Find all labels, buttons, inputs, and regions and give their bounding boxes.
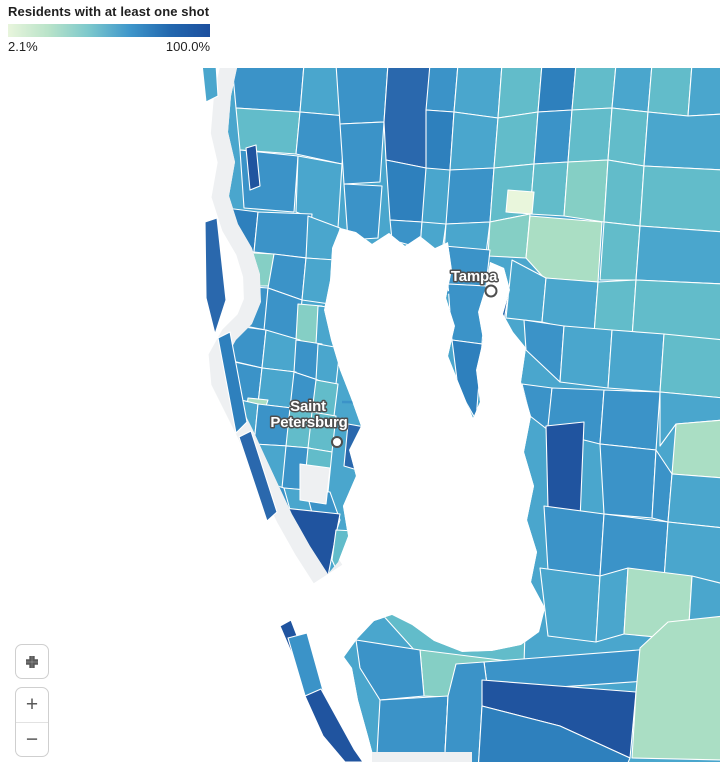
- census-tract[interactable]: [607, 329, 665, 393]
- census-tract[interactable]: [529, 161, 569, 217]
- census-tract[interactable]: [631, 279, 720, 341]
- census-tract[interactable]: [477, 705, 631, 770]
- legend-max-label: 100.0%: [165, 39, 210, 54]
- census-tract[interactable]: [425, 109, 455, 171]
- census-tract[interactable]: [497, 64, 543, 119]
- saint-petersburg-city-label: Saint Petersburg: [270, 398, 347, 431]
- census-tract[interactable]: [449, 111, 499, 171]
- barrier-island-tract[interactable]: [204, 217, 227, 335]
- census-tract[interactable]: [339, 121, 385, 185]
- zoom-out-button[interactable]: −: [25, 727, 39, 751]
- census-tract[interactable]: [667, 473, 720, 529]
- census-tract[interactable]: [493, 111, 539, 169]
- census-tract[interactable]: [385, 159, 427, 223]
- legend: Residents with at least one shot 2.1% 10…: [8, 4, 218, 54]
- census-tract[interactable]: [643, 111, 720, 171]
- census-tract[interactable]: [671, 419, 720, 479]
- causeway-bridge: [333, 290, 453, 308]
- census-tract[interactable]: [559, 325, 613, 389]
- census-tract[interactable]: [389, 219, 423, 249]
- census-tract[interactable]: [647, 64, 693, 117]
- census-tract[interactable]: [343, 183, 383, 241]
- census-tract[interactable]: [453, 64, 503, 119]
- offshore-shallow-water: [372, 752, 472, 762]
- census-tract[interactable]: [539, 567, 601, 643]
- census-tract[interactable]: [299, 463, 331, 505]
- census-tract[interactable]: [659, 333, 720, 399]
- legend-gradient-bar: [8, 24, 210, 37]
- census-tract[interactable]: [235, 107, 301, 155]
- census-tract[interactable]: [451, 339, 483, 421]
- census-tract[interactable]: [631, 615, 720, 761]
- barrier-island-tract[interactable]: [238, 430, 278, 522]
- census-tract[interactable]: [663, 521, 720, 585]
- census-tract[interactable]: [595, 567, 629, 643]
- census-tract[interactable]: [301, 257, 337, 305]
- barrier-islands: [201, 64, 364, 762]
- census-tract[interactable]: [563, 159, 609, 223]
- census-tract[interactable]: [419, 221, 447, 253]
- census-tract[interactable]: [383, 64, 431, 169]
- legend-title: Residents with at least one shot: [8, 4, 210, 19]
- census-tract[interactable]: [603, 159, 645, 227]
- census-tract[interactable]: [599, 389, 661, 451]
- census-tract[interactable]: [335, 64, 389, 125]
- census-tract[interactable]: [611, 64, 653, 113]
- zoom-in-button[interactable]: +: [25, 693, 39, 717]
- census-tract[interactable]: [537, 64, 577, 113]
- census-tract[interactable]: [447, 283, 487, 345]
- census-tract[interactable]: [567, 107, 613, 163]
- census-tract[interactable]: [533, 109, 573, 165]
- census-tract[interactable]: [599, 443, 657, 519]
- census-tract[interactable]: [639, 165, 720, 233]
- census-tract[interactable]: [231, 64, 305, 113]
- census-tract[interactable]: [315, 305, 341, 349]
- census-tract[interactable]: [505, 189, 535, 215]
- census-tract[interactable]: [343, 423, 371, 473]
- census-tract[interactable]: [571, 64, 617, 111]
- census-tract[interactable]: [355, 639, 425, 701]
- causeway-bridge: [341, 400, 467, 406]
- expand-collapse-icon: [26, 655, 38, 668]
- census-tract[interactable]: [253, 211, 313, 259]
- census-tract[interactable]: [599, 221, 641, 281]
- census-tract[interactable]: [687, 64, 720, 117]
- tampa-city-label: Tampa: [451, 268, 498, 285]
- saint-petersburg-city-marker: [331, 436, 343, 448]
- census-tract[interactable]: [315, 343, 341, 385]
- barrier-island-tract[interactable]: [304, 688, 364, 762]
- census-tract[interactable]: [543, 505, 605, 577]
- zoom-control: + −: [15, 687, 49, 757]
- census-tract[interactable]: [445, 167, 495, 225]
- barrier-island-tract[interactable]: [217, 331, 248, 434]
- zoom-control-divider: [16, 721, 48, 723]
- census-tract[interactable]: [607, 107, 649, 167]
- census-tract[interactable]: [487, 213, 531, 259]
- census-tract[interactable]: [545, 421, 585, 521]
- census-tract[interactable]: [635, 225, 720, 285]
- census-tract[interactable]: [425, 64, 459, 113]
- legend-labels: 2.1% 100.0%: [8, 39, 210, 54]
- barrier-island-tract[interactable]: [245, 144, 261, 191]
- legend-min-label: 2.1%: [8, 39, 38, 54]
- census-tract[interactable]: [443, 661, 489, 770]
- fullscreen-button[interactable]: [15, 644, 49, 679]
- barrier-island-tract[interactable]: [287, 632, 325, 700]
- tampa-city-marker: [484, 284, 498, 298]
- barrier-island-tract[interactable]: [201, 64, 219, 103]
